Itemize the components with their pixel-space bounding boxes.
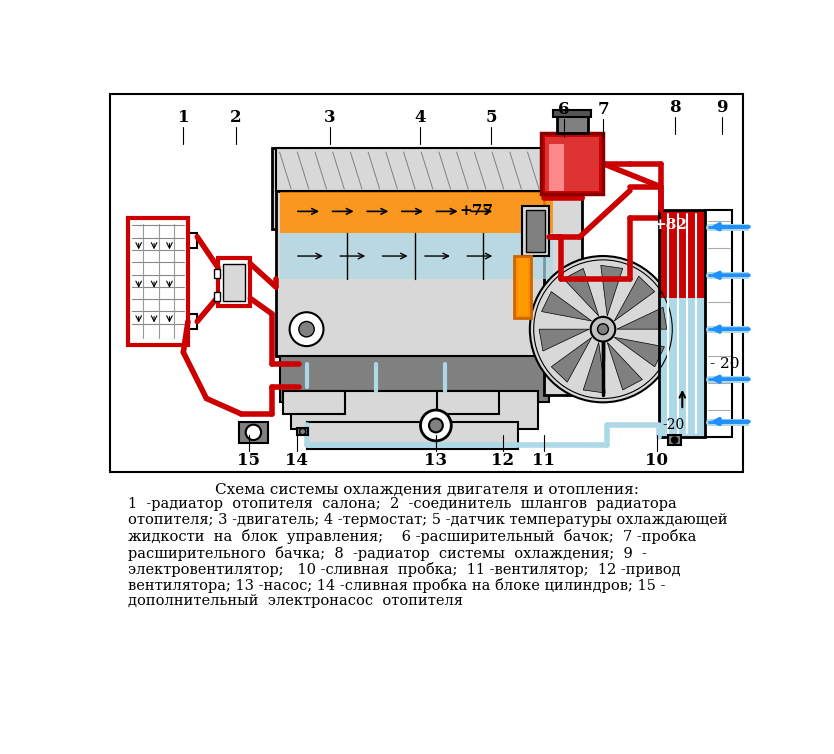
Bar — [706, 210, 732, 437]
Circle shape — [420, 410, 451, 441]
Bar — [307, 421, 518, 449]
Bar — [541, 133, 603, 195]
Bar — [557, 116, 588, 133]
Text: 14: 14 — [285, 452, 308, 468]
Bar — [553, 110, 591, 118]
Bar — [110, 94, 743, 472]
Bar — [279, 233, 553, 279]
Bar — [659, 210, 706, 299]
Circle shape — [299, 321, 314, 337]
Polygon shape — [600, 265, 623, 316]
Text: +82: +82 — [654, 218, 688, 232]
Bar — [544, 191, 582, 394]
Bar — [545, 136, 599, 191]
Bar — [668, 436, 681, 445]
Bar — [515, 256, 531, 317]
Bar — [188, 314, 197, 329]
Polygon shape — [551, 337, 592, 382]
Polygon shape — [583, 342, 605, 393]
Text: 10: 10 — [646, 452, 668, 468]
Circle shape — [246, 425, 261, 440]
Text: 3: 3 — [324, 109, 335, 126]
Text: 1  -радиатор  отопителя  салона;  2  -соединитель  шлангов  радиатора: 1 -радиатор отопителя салона; 2 -соедини… — [128, 497, 676, 511]
Text: отопителя; 3 -двигатель; 4 -термостат; 5 -датчик температуры охлаждающей: отопителя; 3 -двигатель; 4 -термостат; 5… — [128, 513, 727, 527]
Text: вентилятора; 13 -насос; 14 -сливная пробка на блоке цилиндров; 15 -: вентилятора; 13 -насос; 14 -сливная проб… — [128, 578, 666, 593]
Circle shape — [590, 317, 615, 342]
Text: -20: -20 — [662, 418, 684, 433]
Text: 4: 4 — [414, 109, 425, 126]
Text: расширительного  бачка;  8  -радиатор  системы  охлаждения;  9  -: расширительного бачка; 8 -радиатор систе… — [128, 546, 647, 560]
Bar — [214, 269, 220, 278]
Bar — [224, 264, 245, 301]
Bar — [291, 391, 538, 429]
Bar — [659, 210, 706, 437]
Bar — [518, 259, 528, 315]
Text: жидкости  на  блок  управления;    6 -расширительный  бачок;  7 -пробка: жидкости на блок управления; 6 -расширит… — [128, 529, 696, 544]
Bar — [239, 421, 268, 443]
Polygon shape — [607, 342, 642, 390]
Bar — [128, 218, 188, 345]
Text: Схема системы охлаждения двигателя и отопления:: Схема системы охлаждения двигателя и ото… — [215, 483, 640, 497]
Text: 7: 7 — [597, 101, 609, 118]
Bar — [297, 428, 308, 436]
Bar — [549, 144, 565, 191]
Text: +77: +77 — [459, 204, 493, 219]
Polygon shape — [564, 268, 599, 316]
Bar — [279, 356, 549, 403]
Bar — [284, 391, 345, 414]
Polygon shape — [614, 276, 655, 321]
Text: 12: 12 — [491, 452, 515, 468]
Polygon shape — [617, 308, 667, 329]
Text: дополнительный  электронасос  отопителя: дополнительный электронасос отопителя — [128, 594, 463, 608]
Circle shape — [598, 323, 608, 335]
Bar — [526, 210, 545, 252]
Bar — [188, 233, 197, 248]
Text: - 20: - 20 — [710, 357, 740, 371]
Circle shape — [429, 418, 443, 432]
Text: 6: 6 — [558, 101, 570, 118]
Bar — [522, 206, 549, 256]
Bar — [214, 293, 220, 302]
Bar — [128, 218, 188, 345]
Text: 8: 8 — [669, 99, 681, 116]
Text: 1: 1 — [178, 109, 189, 126]
Bar — [218, 259, 250, 306]
Bar — [276, 149, 553, 191]
Bar — [276, 191, 553, 356]
Bar — [438, 391, 499, 414]
Circle shape — [289, 312, 324, 346]
Circle shape — [299, 428, 306, 434]
Text: 15: 15 — [238, 452, 260, 468]
Bar — [659, 299, 706, 437]
Circle shape — [530, 256, 676, 403]
Circle shape — [671, 437, 678, 443]
Polygon shape — [614, 337, 665, 366]
Polygon shape — [539, 329, 589, 351]
Polygon shape — [541, 292, 592, 321]
Text: 5: 5 — [485, 109, 497, 126]
Text: 11: 11 — [532, 452, 555, 468]
Text: 13: 13 — [425, 452, 448, 468]
Bar — [272, 149, 557, 229]
Bar — [279, 191, 553, 233]
Text: 2: 2 — [230, 109, 242, 126]
Text: 9: 9 — [716, 99, 728, 116]
Text: электровентилятор;   10 -сливная  пробка;  11 -вентилятор;  12 -привод: электровентилятор; 10 -сливная пробка; 1… — [128, 562, 681, 577]
